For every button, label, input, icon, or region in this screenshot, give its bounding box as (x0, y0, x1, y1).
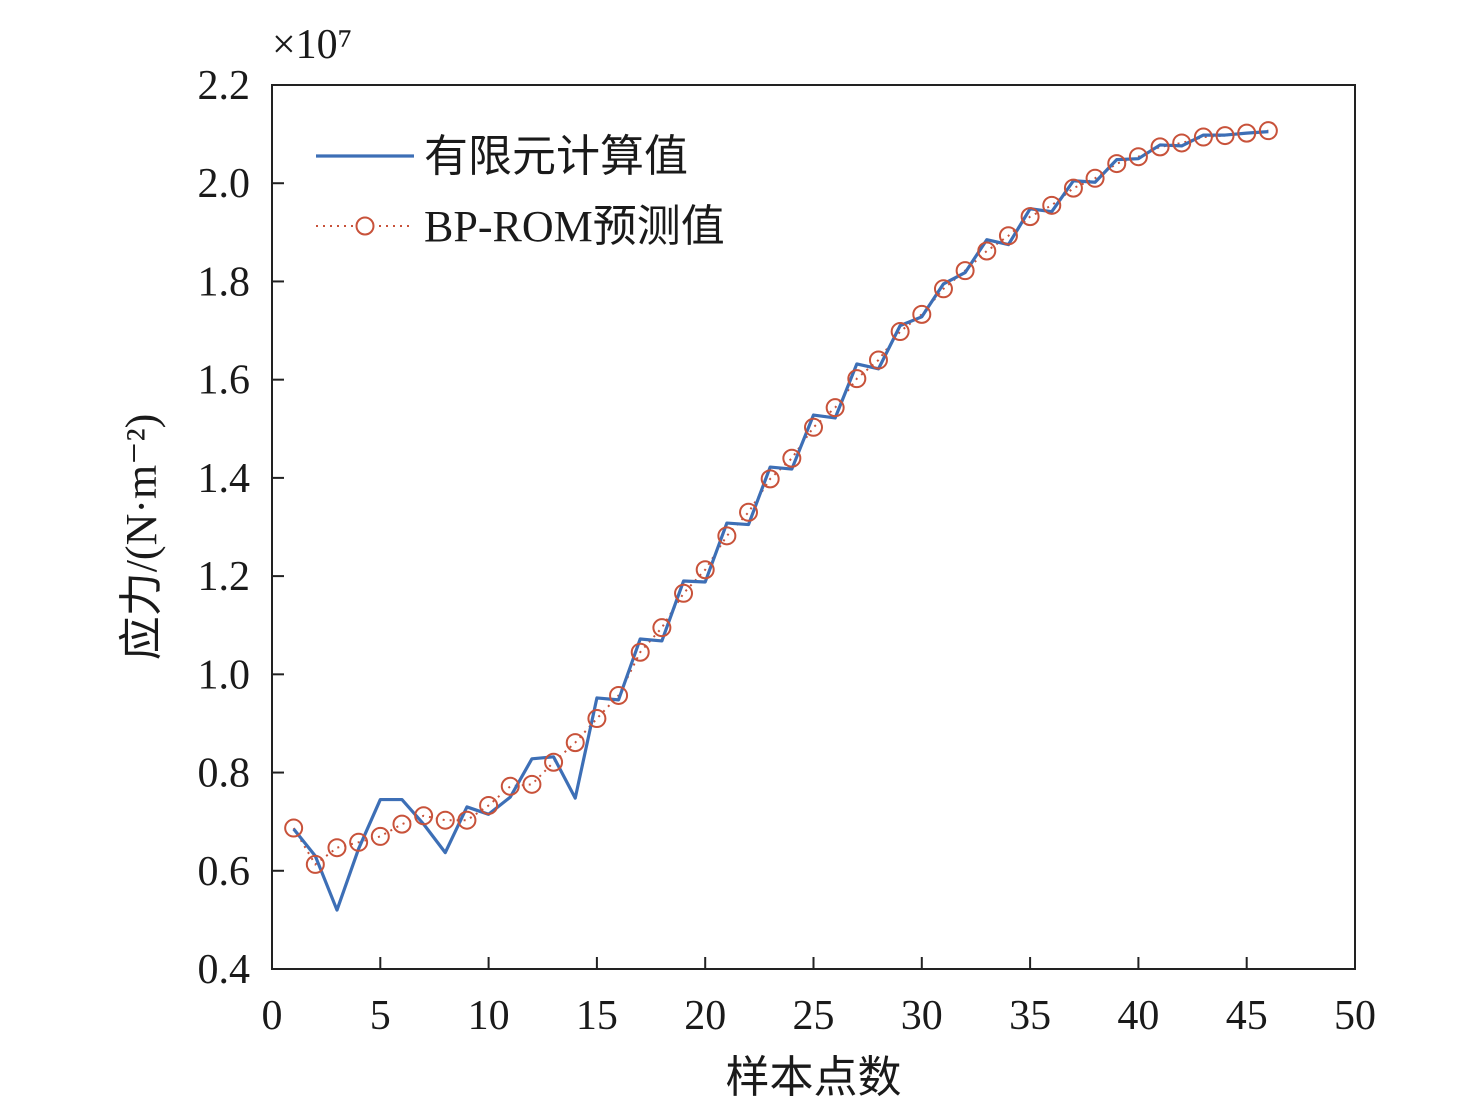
bp-rom-point (825, 398, 845, 418)
y-tick-label: 1.0 (198, 652, 251, 698)
x-tick-label: 20 (684, 993, 726, 1039)
legend: 有限元计算值 BP-ROM预测值 (316, 132, 725, 251)
bp-rom-point (1107, 154, 1127, 174)
series-fem-line (292, 130, 1269, 912)
y-axis-title: 应力/(N·m⁻²) (117, 414, 166, 661)
x-tick-label: 45 (1226, 993, 1268, 1039)
bp-rom-point (955, 261, 975, 281)
bp-rom-point (912, 304, 932, 324)
x-tick-label: 5 (370, 993, 391, 1039)
bp-rom-point (804, 417, 823, 437)
legend-label-fem: 有限元计算值 (424, 132, 688, 181)
x-tick-label: 15 (576, 993, 618, 1039)
bp-rom-point (695, 560, 715, 580)
bp-rom-point (565, 733, 585, 753)
bp-rom-point (1258, 121, 1278, 141)
bp-rom-point (674, 583, 694, 603)
bp-rom-point (1193, 127, 1213, 147)
x-axis-title: 样本点数 (726, 1053, 902, 1102)
y-axis: 0.4 0.6 0.8 1.0 1.2 1.4 1.6 1.8 2.0 2.2 (198, 63, 284, 993)
y-tick-label: 0.6 (198, 849, 251, 895)
bp-rom-point (977, 241, 997, 261)
bp-rom-point (284, 818, 304, 838)
y-tick-label: 1.2 (198, 554, 251, 600)
x-tick-label: 10 (468, 993, 510, 1039)
y-tick-label: 0.8 (198, 751, 251, 797)
y-tick-label: 1.6 (198, 358, 251, 404)
bp-rom-point (868, 350, 888, 370)
bp-rom-point (760, 469, 780, 489)
bp-rom-point (933, 279, 953, 299)
bp-rom-point (1128, 147, 1148, 167)
bp-rom-point (1042, 195, 1062, 215)
legend-swatch-bp-rom-marker (355, 216, 375, 236)
bp-rom-point (652, 618, 672, 638)
bp-rom-point (479, 795, 499, 815)
x-tick-label: 0 (262, 993, 283, 1039)
bp-rom-point (1172, 133, 1192, 153)
bp-rom-point (327, 838, 347, 858)
bp-rom-point (457, 810, 477, 830)
bp-rom-point (739, 502, 759, 522)
x-tick-label: 50 (1334, 993, 1376, 1039)
bp-rom-point (544, 752, 564, 772)
plot-area (284, 121, 1278, 912)
x-tick-label: 30 (901, 993, 943, 1039)
bp-rom-point (349, 832, 369, 852)
bp-rom-point (500, 776, 520, 796)
x-tick-label: 35 (1009, 993, 1051, 1039)
bp-rom-point (782, 448, 802, 468)
bp-rom-point (1150, 137, 1170, 157)
x-tick-label: 25 (793, 993, 835, 1039)
y-tick-label: 1.8 (198, 259, 251, 305)
y-axis-multiplier-label: ×10⁷ (272, 22, 352, 68)
bp-rom-point (522, 774, 542, 794)
bp-rom-point (1085, 168, 1105, 188)
y-tick-label: 2.2 (198, 63, 251, 109)
bp-rom-point (630, 642, 650, 662)
bp-rom-point (370, 826, 390, 846)
x-axis: 0 5 10 15 20 25 30 35 40 45 50 (262, 957, 1376, 1039)
bp-rom-point (305, 854, 325, 874)
bp-rom-point (998, 226, 1018, 246)
x-tick-label: 40 (1117, 993, 1159, 1039)
bp-rom-point (890, 322, 910, 342)
bp-rom-point (1237, 123, 1257, 143)
y-tick-label: 1.4 (198, 456, 251, 502)
bp-rom-point (1063, 178, 1083, 198)
bp-rom-point (392, 814, 412, 834)
y-tick-label: 0.4 (198, 947, 251, 993)
bp-rom-point (717, 526, 737, 546)
y-tick-label: 2.0 (198, 161, 251, 207)
bp-rom-point (847, 369, 867, 389)
bp-rom-point (435, 810, 455, 830)
bp-rom-point (609, 685, 629, 705)
legend-label-bp-rom: BP-ROM预测值 (424, 202, 725, 251)
bp-rom-point (414, 806, 434, 826)
bp-rom-point (1215, 126, 1235, 146)
bp-rom-point (587, 709, 607, 729)
bp-rom-point (1020, 207, 1040, 227)
